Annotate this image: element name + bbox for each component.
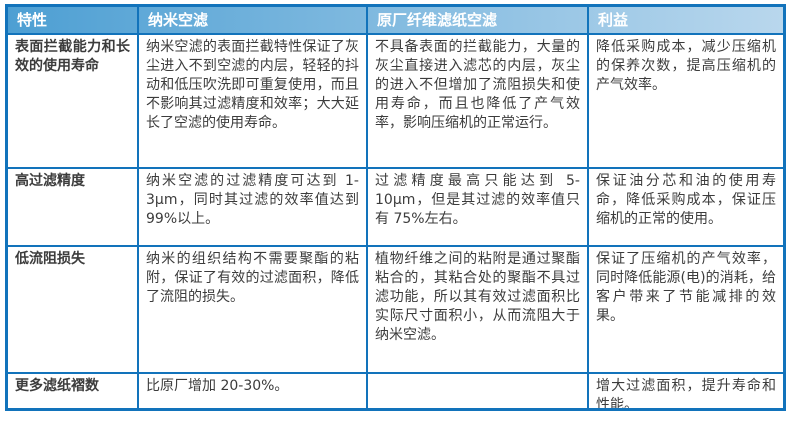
cell-feature: 更多滤纸褶数 bbox=[8, 374, 139, 408]
header-cell-oem-filter: 原厂纤维滤纸空滤 bbox=[368, 7, 589, 35]
cell-benefit: 保证油分芯和油的使用寿命，降低采购成本，保证压缩机的正常的使用。 bbox=[589, 169, 783, 247]
header-cell-benefit: 利益 bbox=[589, 7, 783, 35]
cell-nano: 比原厂增加 20-30%。 bbox=[139, 374, 368, 408]
cell-oem: 不具备表面的拦截能力，大量的灰尘直接进入滤芯的内层，灰尘的进入不但增加了流阻损失… bbox=[368, 35, 589, 169]
cell-feature: 表面拦截能力和长效的使用寿命 bbox=[8, 35, 139, 169]
cell-feature: 低流阻损失 bbox=[8, 247, 139, 374]
header-cell-characteristic: 特性 bbox=[8, 7, 139, 35]
header-cell-nano-filter: 纳米空滤 bbox=[139, 7, 368, 35]
cell-feature: 高过滤精度 bbox=[8, 169, 139, 247]
filter-comparison-table: 特性 纳米空滤 原厂纤维滤纸空滤 利益 表面拦截能力和长效的使用寿命 纳米空滤的… bbox=[5, 4, 786, 411]
cell-benefit: 保证了压缩机的产气效率，同时降低能源(电)的消耗，给客户带来了节能减排的效果。 bbox=[589, 247, 783, 374]
cell-benefit: 增大过滤面积，提升寿命和性能。 bbox=[596, 378, 776, 408]
cell-oem: 植物纤维之间的粘附是通过聚酯粘合的，其粘合处的聚酯不具过滤功能，所以其有效过滤面… bbox=[368, 247, 589, 374]
cell-nano: 纳米空滤的表面拦截特性保证了灰尘进入不到空滤的内层，轻轻的抖动和低压吹洗即可重复… bbox=[139, 35, 368, 169]
cell-benefit: 降低采购成本，减少压缩机的保养次数，提高压缩机的产气效率。 bbox=[589, 35, 783, 169]
cell-nano: 纳米的组织结构不需要聚酯的粘附，保证了有效的过滤面积，降低了流阻的损失。 bbox=[139, 247, 368, 374]
cell-nano: 纳米空滤的过滤精度可达到 1-3μm，同时其过滤的效率值达到 99%以上。 bbox=[139, 169, 368, 247]
cell-oem bbox=[368, 374, 589, 408]
cell-oem: 过滤精度最高只能达到 5-10μm，但是其过滤的效率值只有 75%左右。 bbox=[368, 169, 589, 247]
